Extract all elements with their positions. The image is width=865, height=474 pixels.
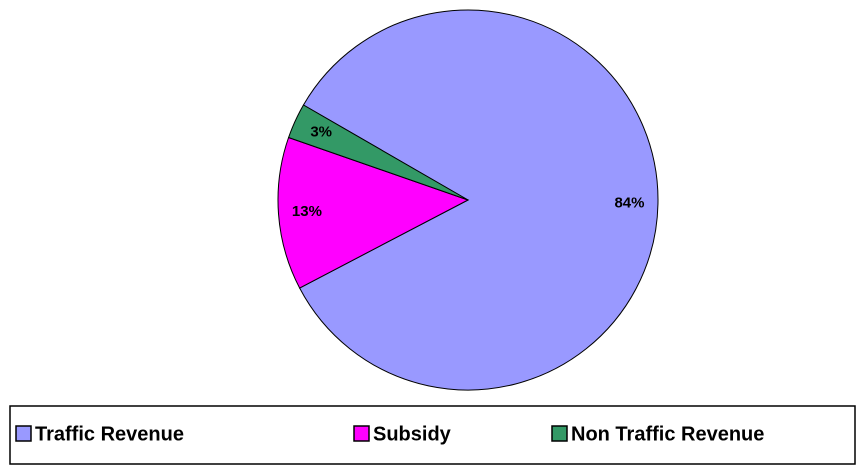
legend-swatch — [551, 425, 568, 442]
pie-slice — [277, 136, 470, 289]
legend-label: Subsidy — [373, 423, 452, 445]
legend-swatch — [15, 425, 32, 442]
legend-swatch — [353, 425, 370, 442]
legend-label: Non Traffic Revenue — [571, 423, 764, 445]
data-label: 84% — [614, 194, 644, 211]
pie-slice — [298, 9, 659, 391]
pie-slice — [287, 104, 469, 201]
legend-label: Traffic Revenue — [35, 423, 184, 445]
legend-box — [9, 405, 856, 465]
data-label: 13% — [292, 203, 322, 220]
data-label: 3% — [310, 124, 332, 141]
